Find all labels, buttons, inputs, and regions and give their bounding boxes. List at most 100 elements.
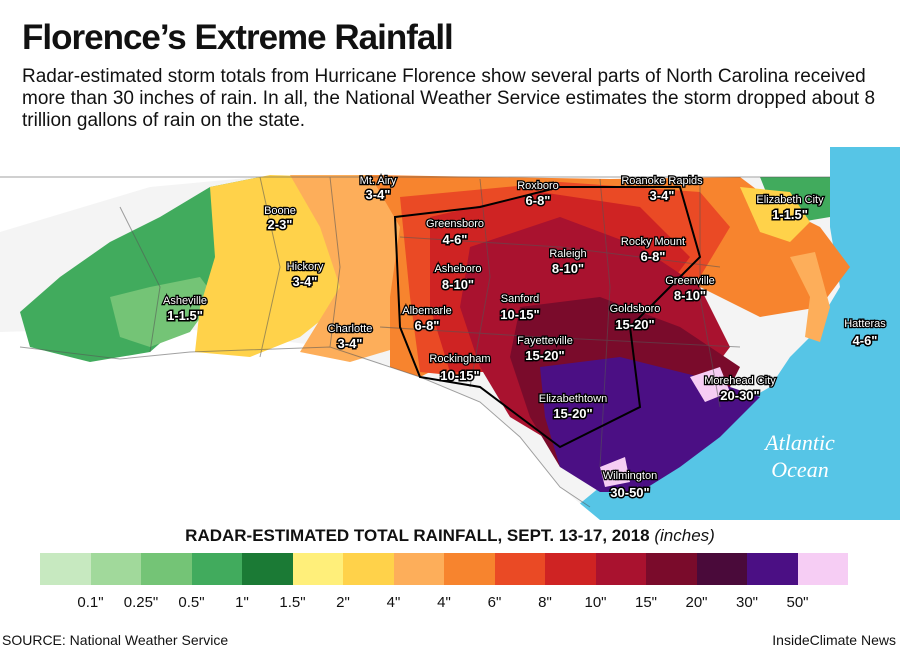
county-line bbox=[469, 178, 491, 388]
svg-text:Charlotte: Charlotte bbox=[328, 323, 373, 335]
legend-tick-label: 6" bbox=[487, 594, 502, 611]
legend-tick-label: 10" bbox=[584, 594, 607, 611]
legend-tick-label: 30" bbox=[735, 594, 759, 611]
svg-text:Sanford: Sanford bbox=[501, 293, 540, 305]
county-line bbox=[259, 176, 281, 358]
legend-swatch bbox=[545, 553, 596, 585]
zone-pink-wilmington bbox=[600, 457, 630, 487]
legend-tick-label: 15" bbox=[634, 594, 658, 611]
legend-tick-label: 50" bbox=[786, 594, 809, 611]
svg-text:Hickory: Hickory bbox=[287, 261, 324, 273]
svg-text:Asheville: Asheville bbox=[163, 295, 207, 307]
zone-green-west bbox=[20, 177, 260, 362]
legend-swatch bbox=[343, 553, 394, 585]
svg-text:30-50": 30-50" bbox=[610, 485, 649, 500]
county-line bbox=[399, 236, 721, 268]
legend-swatch bbox=[90, 553, 141, 585]
svg-text:6-8": 6-8" bbox=[641, 249, 666, 264]
svg-text:3-4": 3-4" bbox=[366, 187, 391, 202]
legend-tick-label: 4" bbox=[386, 594, 401, 611]
svg-text:6-8": 6-8" bbox=[526, 193, 551, 208]
county-line bbox=[699, 179, 721, 408]
svg-text:Goldsboro: Goldsboro bbox=[610, 303, 661, 315]
legend-swatch bbox=[646, 553, 697, 585]
svg-text:Mt. Airy: Mt. Airy bbox=[360, 175, 397, 187]
svg-text:4-6": 4-6" bbox=[443, 232, 468, 247]
svg-text:Wilmington: Wilmington bbox=[603, 470, 657, 482]
svg-text:Fayetteville: Fayetteville bbox=[517, 335, 573, 347]
legend-swatch bbox=[494, 553, 545, 585]
city-label: Greensboro 4-6" bbox=[425, 217, 486, 249]
legend-swatch bbox=[797, 553, 848, 585]
legend-labels: 0.1" 0.25" 0.5" 1" 1.5" 2" 4" 4" 6" 8" 10" 15" 20" 30… bbox=[0, 594, 900, 614]
watch-area-outline bbox=[393, 186, 702, 449]
svg-text:10-15": 10-15" bbox=[500, 307, 539, 322]
chart-subtitle: Radar-estimated storm totals from Hurric… bbox=[22, 66, 876, 131]
svg-text:8-10": 8-10" bbox=[552, 261, 584, 276]
svg-text:Rockingham: Rockingham bbox=[429, 353, 490, 365]
chart-title: Florence’s Extreme Rainfall bbox=[22, 18, 454, 57]
svg-text:Asheboro: Asheboro bbox=[434, 263, 481, 275]
city-label: Sanford 10-15" bbox=[499, 292, 541, 324]
ocean-label-line2: Ocean bbox=[771, 457, 828, 482]
county-line bbox=[599, 178, 611, 468]
south-carolina-land bbox=[0, 327, 600, 520]
rainfall-zones bbox=[20, 175, 850, 492]
legend-unit: (inches) bbox=[654, 526, 715, 545]
svg-text:4-6": 4-6" bbox=[853, 333, 878, 348]
svg-text:Roanoke Rapids: Roanoke Rapids bbox=[621, 175, 703, 187]
legend-swatch bbox=[595, 553, 646, 585]
legend-swatch bbox=[444, 553, 495, 585]
svg-text:Greenville: Greenville bbox=[665, 275, 715, 287]
zone-green-light-west bbox=[110, 277, 215, 347]
publisher-credit: InsideClimate News bbox=[772, 632, 896, 648]
legend-color-bar bbox=[40, 553, 848, 585]
county-line bbox=[379, 326, 741, 348]
legend-tick-label: 0.25" bbox=[123, 594, 159, 611]
zone-yellow bbox=[195, 175, 350, 357]
svg-text:15-20": 15-20" bbox=[615, 317, 654, 332]
legend-swatch bbox=[747, 553, 798, 585]
svg-text:Rocky Mount: Rocky Mount bbox=[621, 236, 685, 248]
zone-orange-light bbox=[290, 175, 420, 362]
legend-tick-label: 1.5" bbox=[279, 594, 306, 611]
svg-text:3-4": 3-4" bbox=[338, 336, 363, 351]
county-line bbox=[119, 206, 161, 353]
svg-text:6-8": 6-8" bbox=[415, 318, 440, 333]
legend-title: RADAR-ESTIMATED TOTAL RAINFALL, SEPT. 13… bbox=[185, 526, 715, 545]
zone-yellow-ne bbox=[740, 187, 810, 242]
legend-swatch bbox=[40, 553, 91, 585]
svg-text:Boone: Boone bbox=[264, 205, 296, 217]
city-label: Goldsboro 15-20" bbox=[608, 302, 661, 334]
legend-swatch bbox=[242, 553, 293, 585]
svg-text:8-10": 8-10" bbox=[442, 277, 474, 292]
legend-tick-label: 4" bbox=[437, 594, 451, 611]
legend-swatch bbox=[292, 553, 343, 585]
legend-tick-label: 0.5" bbox=[178, 594, 205, 611]
svg-text:Elizabeth City: Elizabeth City bbox=[756, 194, 824, 206]
svg-text:1-1.5": 1-1.5" bbox=[167, 308, 203, 323]
city-label: Asheboro 8-10" bbox=[433, 262, 483, 294]
legend-swatch bbox=[393, 553, 444, 585]
city-label: Rockingham 10-15" bbox=[428, 352, 492, 385]
zone-outer-banks bbox=[790, 252, 830, 342]
legend-tick-label: 2" bbox=[336, 594, 350, 611]
svg-text:20-30": 20-30" bbox=[720, 388, 759, 403]
zone-pink-coast bbox=[690, 367, 730, 402]
svg-text:Morehead City: Morehead City bbox=[704, 375, 776, 387]
legend-swatch bbox=[141, 553, 192, 585]
legend-swatch bbox=[191, 553, 242, 585]
svg-text:Greensboro: Greensboro bbox=[426, 218, 484, 230]
svg-text:3-4": 3-4" bbox=[293, 274, 318, 289]
ocean bbox=[560, 147, 900, 520]
svg-text:1-1.5": 1-1.5" bbox=[772, 207, 808, 222]
